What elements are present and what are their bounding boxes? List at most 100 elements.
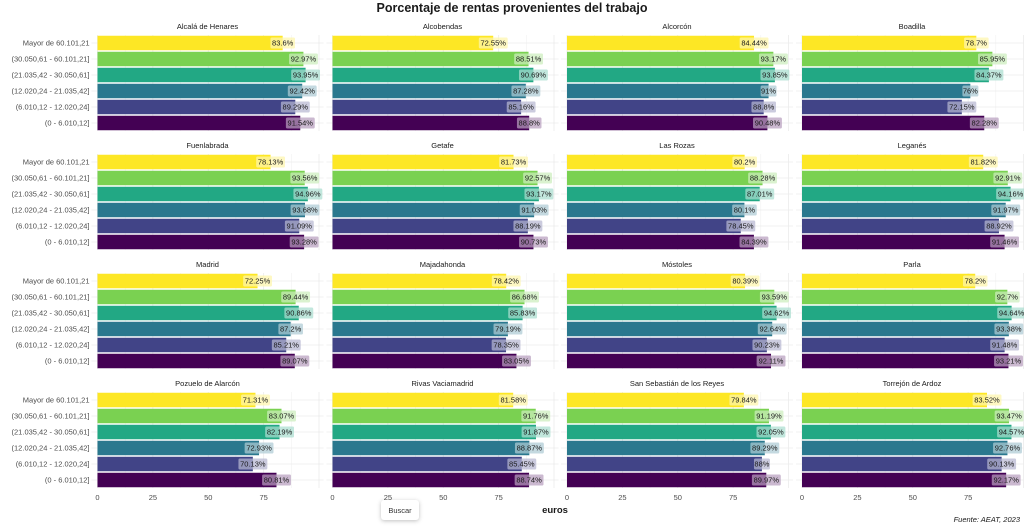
data-label-bg — [291, 69, 320, 81]
data-label: 87.28% — [513, 87, 539, 96]
data-label: 92.05% — [758, 428, 784, 437]
facet-panel: Boadilla 78.7% 85.95% 84.37% 76% 72.15% 82.28% — [796, 22, 1024, 131]
bar — [567, 186, 760, 202]
data-label-bg — [293, 188, 323, 200]
data-label-bg — [752, 339, 782, 351]
data-label-bg — [244, 442, 274, 454]
data-label: 88.74% — [516, 476, 542, 485]
bar — [97, 202, 306, 218]
facet-panel: Parla 78.2% 92.7% 94.64% 93.38% 91.48% 93.21% — [796, 260, 1024, 369]
data-label-bg — [991, 204, 1021, 216]
data-label-bg — [510, 291, 539, 303]
data-label-bg — [991, 474, 1021, 486]
data-label-bg — [499, 156, 528, 168]
data-label-bg — [748, 172, 777, 184]
facet-panel: Alcalá de Henares 83.6% 92.97% 93.95% 92.42%… — [12, 22, 324, 131]
search-button[interactable]: Buscar — [381, 500, 419, 520]
y-tick-label: Mayor de 60.101,21 — [23, 158, 90, 167]
data-label: 81.82% — [971, 158, 997, 167]
data-label: 91.87% — [523, 428, 549, 437]
data-label-bg — [990, 236, 1019, 248]
data-label: 85.45% — [509, 460, 535, 469]
bar — [567, 305, 777, 321]
bar — [567, 472, 767, 488]
data-label: 85.83% — [510, 309, 536, 318]
data-label-bg — [514, 442, 544, 454]
data-label-bg — [752, 339, 782, 351]
data-label: 91% — [761, 87, 776, 96]
bar — [802, 170, 1008, 186]
data-label: 78.35% — [493, 341, 519, 350]
data-label-bg — [516, 117, 542, 129]
data-label: 93.21% — [996, 357, 1022, 366]
bar — [97, 321, 291, 337]
data-label-bg — [745, 188, 775, 200]
data-label-bg — [739, 37, 769, 49]
bar — [97, 67, 306, 83]
data-label: 88.19% — [515, 222, 541, 231]
data-label: 93.59% — [762, 293, 788, 302]
facet-title: Alcobendas — [423, 22, 462, 31]
x-tick-label: 0 — [800, 493, 804, 502]
data-label-bg — [267, 410, 296, 422]
data-label-bg — [280, 101, 310, 113]
bar — [332, 115, 530, 131]
data-label-bg — [729, 394, 759, 406]
data-label-bg — [238, 458, 268, 470]
data-label-bg — [997, 307, 1024, 319]
data-label-bg — [997, 426, 1024, 438]
data-label-bg — [750, 442, 780, 454]
bar — [332, 392, 514, 408]
data-label-bg — [518, 69, 548, 81]
bar — [802, 154, 984, 170]
facet-panel: Móstoles 80.39% 93.59% 94.62% 92.64% 90.23% 92… — [561, 260, 793, 369]
data-label-bg — [502, 355, 531, 367]
data-label-bg — [238, 458, 268, 470]
bar — [567, 289, 775, 305]
data-label: 92.91% — [995, 174, 1021, 183]
data-label-bg — [244, 442, 274, 454]
chart-title: Porcentaje de rentas provenientes del tr… — [377, 1, 648, 15]
bar — [802, 218, 999, 234]
data-label-bg — [987, 458, 1017, 470]
data-label-bg — [994, 410, 1024, 422]
data-label: 90.48% — [755, 119, 781, 128]
data-label-bg — [270, 37, 295, 49]
bar — [567, 51, 774, 67]
data-label: 88% — [754, 460, 769, 469]
bar — [567, 273, 746, 289]
bar — [332, 273, 507, 289]
data-label: 94.64% — [999, 309, 1024, 318]
bar — [97, 353, 295, 369]
data-label-bg — [265, 426, 294, 438]
facet-panel: Majadahonda 78.42% 86.68% 85.83% 79.19% 78.35… — [326, 260, 559, 369]
y-tick-label: (21.035,42 - 30.050,61] — [12, 309, 90, 318]
data-label-bg — [750, 442, 780, 454]
data-label-bg — [285, 117, 315, 129]
bar — [97, 337, 287, 353]
data-label-bg — [977, 53, 1007, 65]
data-label: 80.1% — [734, 206, 756, 215]
x-tick-label: 0 — [95, 493, 99, 502]
data-label: 83.6% — [272, 39, 294, 48]
data-label: 70.13% — [240, 460, 266, 469]
x-tick-label: 50 — [439, 493, 447, 502]
data-label-bg — [516, 117, 542, 129]
bar — [567, 154, 745, 170]
bar — [332, 424, 536, 440]
data-label-bg — [278, 323, 303, 335]
data-label-bg — [753, 117, 782, 129]
y-tick-label: (0 - 6.010,12] — [45, 238, 90, 247]
data-label-bg — [995, 291, 1020, 303]
bar — [802, 99, 962, 115]
data-label-bg — [729, 394, 759, 406]
data-label-bg — [284, 220, 314, 232]
bar — [802, 289, 1008, 305]
data-label: 81.73% — [501, 158, 527, 167]
data-label-bg — [968, 156, 998, 168]
data-label-bg — [756, 355, 786, 367]
data-label-bg — [513, 220, 543, 232]
data-label: 79.84% — [731, 396, 757, 405]
data-label: 79.19% — [495, 325, 521, 334]
